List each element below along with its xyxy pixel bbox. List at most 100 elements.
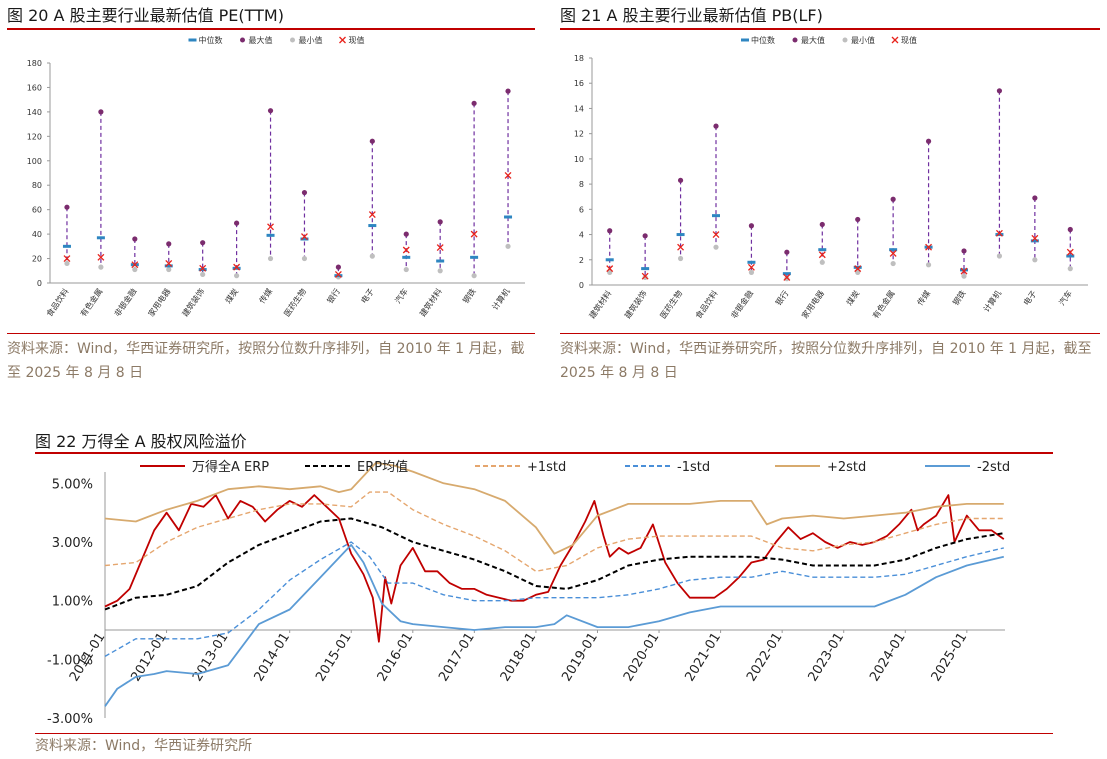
min-point	[301, 255, 308, 262]
category-label: 有色金属	[870, 288, 897, 320]
category-label: 银行	[325, 286, 342, 305]
current-point	[854, 265, 862, 273]
min-point	[748, 269, 755, 275]
median-point	[1066, 254, 1075, 258]
y-tick-label: 20	[32, 255, 42, 264]
category-label: 非银金融	[112, 286, 139, 318]
min-point	[925, 262, 932, 268]
category-label: 银行	[773, 288, 790, 307]
y-tick-label: 6	[579, 205, 584, 214]
min-point	[200, 271, 206, 278]
legend-current-marker	[891, 36, 899, 44]
median-point	[62, 244, 71, 248]
median-point	[995, 233, 1004, 237]
median-point	[368, 224, 377, 228]
current-point	[995, 229, 1003, 237]
median-point	[470, 255, 479, 259]
current-point	[925, 243, 933, 251]
category-label: 家用电器	[146, 286, 173, 318]
category-label: 煤炭	[844, 288, 861, 307]
legend-min-marker	[842, 37, 848, 43]
current-point	[368, 211, 376, 219]
current-point	[267, 223, 274, 231]
y-tick-label: 40	[32, 230, 42, 239]
category-label: 非银金融	[729, 288, 756, 320]
min-point	[471, 273, 477, 279]
median-point	[605, 258, 614, 262]
series-line-+2std	[104, 461, 1004, 555]
legend-label: +1std	[527, 460, 566, 475]
max-point	[505, 88, 511, 94]
min-point	[403, 266, 409, 273]
category-label: 家用电器	[799, 288, 826, 320]
legend-label: 中位数	[199, 35, 223, 45]
y-tick-label: 140	[27, 108, 42, 117]
max-point	[890, 196, 896, 202]
y-tick-label: 2	[579, 256, 584, 265]
current-point	[301, 233, 308, 241]
current-point	[233, 263, 241, 271]
median-point	[676, 233, 685, 237]
max-point	[677, 177, 684, 183]
current-point	[470, 230, 478, 238]
max-point	[166, 241, 172, 247]
min-point	[1067, 266, 1073, 272]
min-point	[98, 264, 104, 270]
y-tick-label: 120	[27, 132, 42, 141]
fig22-bottom-rule	[35, 733, 1053, 734]
max-point	[1067, 226, 1073, 233]
current-point	[712, 231, 720, 239]
fig20-top-rule	[7, 28, 535, 30]
max-point	[607, 228, 613, 234]
median-point	[960, 268, 968, 272]
median-point	[436, 259, 445, 263]
fig20-source: 资料来源：Wind，华西证券研究所，按照分位数升序排列，自 2010 年 1 月…	[7, 341, 525, 381]
min-point	[234, 273, 240, 279]
legend-label: -1std	[677, 460, 710, 475]
fig20-title: 图 20 A 股主要行业最新估值 PE(TTM)	[7, 6, 284, 25]
fig22-source: 资料来源：Wind，华西证券研究所	[35, 738, 253, 754]
category-label: 有色金属	[78, 286, 105, 318]
legend-label: 最大值	[801, 35, 825, 45]
category-label: 食品饮料	[693, 288, 720, 320]
y-tick-label: 1.00%	[52, 595, 93, 610]
median-point	[334, 274, 343, 278]
current-point	[889, 250, 897, 257]
category-label: 计算机	[981, 288, 1003, 313]
y-tick-label: 18	[574, 54, 584, 63]
min-point	[166, 266, 172, 273]
median-point	[402, 255, 411, 259]
median-point	[818, 248, 827, 252]
fig21-source: 资料来源：Wind，华西证券研究所，按照分位数升序排列，自 2010 年 1 月…	[560, 341, 1092, 381]
min-point	[855, 269, 861, 275]
max-point	[98, 109, 104, 115]
y-tick-label: 12	[574, 130, 584, 139]
min-point	[784, 276, 790, 282]
pe-chart: 0 20 40 60 80 100 120 140 160 180 食品饮料 有色金属 非银金融 家用电器…	[27, 35, 525, 318]
median-point	[164, 264, 173, 268]
max-point	[925, 138, 932, 144]
x-tick-label: 2013-01	[190, 630, 232, 684]
legend-min-marker	[290, 37, 295, 43]
legend-label: ERP均值	[357, 459, 408, 475]
median-point	[712, 214, 720, 218]
min-point	[267, 255, 274, 262]
category-label: 计算机	[490, 286, 512, 311]
legend-label: 万得全A ERP	[192, 459, 269, 475]
x-tick-label: 2023-01	[806, 630, 848, 684]
max-point	[200, 240, 206, 246]
max-point	[234, 220, 240, 226]
max-point	[961, 248, 967, 254]
current-point	[747, 263, 755, 271]
category-label: 医药生物	[282, 286, 309, 318]
x-tick-label: 2016-01	[375, 630, 417, 684]
series-line-万得全A ERP	[104, 494, 1005, 643]
category-label: 煤炭	[223, 286, 240, 305]
max-point	[369, 138, 375, 144]
min-point	[642, 274, 648, 281]
min-point	[369, 253, 375, 259]
y-tick-label: 5.00%	[52, 477, 93, 492]
x-tick-label: 2020-01	[621, 630, 663, 684]
median-point	[641, 267, 650, 271]
x-tick-label: 2019-01	[559, 630, 601, 684]
